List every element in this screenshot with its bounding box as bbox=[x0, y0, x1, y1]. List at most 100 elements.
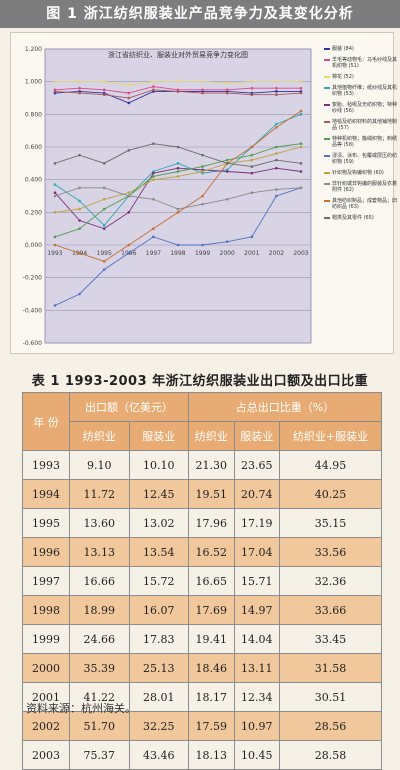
table-cell: 1998 bbox=[22, 595, 70, 625]
data-point bbox=[225, 91, 229, 95]
data-point bbox=[176, 90, 180, 93]
data-point bbox=[275, 145, 278, 149]
data-point bbox=[53, 162, 57, 165]
table-cell: 18.17 bbox=[188, 682, 235, 712]
data-point bbox=[250, 158, 254, 162]
data-point bbox=[299, 113, 303, 116]
legend-item: 其他纺织制品；成套物品；旧纺织品 (63) bbox=[324, 198, 398, 210]
table-cell: 35.15 bbox=[279, 508, 382, 538]
data-point bbox=[275, 90, 278, 93]
data-point bbox=[299, 142, 303, 146]
legend-label: 非针织或非钩编的服装及衣着附件 (62) bbox=[332, 181, 398, 193]
header-export-share: 占总出口比重（%） bbox=[188, 392, 382, 422]
y-tick-label: 0.600 bbox=[25, 144, 42, 151]
data-point bbox=[53, 243, 57, 247]
legend-label: 帽类及其零件 (65) bbox=[332, 215, 374, 221]
y-tick-label: 0.200 bbox=[25, 209, 42, 216]
y-tick-label: -0.600 bbox=[23, 340, 43, 347]
data-point bbox=[275, 158, 278, 162]
table-cell: 16.65 bbox=[188, 566, 235, 596]
table-cell: 1995 bbox=[22, 508, 70, 538]
data-point bbox=[78, 219, 81, 222]
data-point bbox=[102, 186, 106, 190]
table-cell: 2001 bbox=[22, 682, 70, 712]
data-point bbox=[102, 93, 106, 97]
sub-header: 纺织业 bbox=[188, 421, 235, 451]
legend-item: 地毯及纺织材料的其他铺地制品 (57) bbox=[324, 119, 398, 131]
legend-swatch bbox=[324, 104, 330, 106]
data-point bbox=[78, 292, 81, 296]
data-point bbox=[152, 142, 155, 146]
legend-item: 棉花 (52) bbox=[324, 74, 398, 80]
table-cell: 19.51 bbox=[188, 479, 235, 509]
table-row: 2001 41.22 28.01 18.17 12.34 30.51 bbox=[22, 682, 382, 712]
table-cell: 17.96 bbox=[188, 508, 235, 538]
legend-label: 针织物及钩编织物 (60) bbox=[332, 170, 384, 176]
data-point bbox=[102, 207, 106, 211]
data-point bbox=[176, 145, 180, 149]
table-cell: 21.30 bbox=[188, 450, 235, 480]
table-cell: 18.99 bbox=[69, 595, 130, 625]
table-row: 1993 9.10 10.10 21.30 23.65 44.95 bbox=[22, 450, 382, 480]
data-point bbox=[152, 88, 155, 92]
legend-item: 浸渍、涂布、包覆或层压的纺织物 (59) bbox=[324, 153, 398, 165]
data-point bbox=[275, 194, 278, 198]
data-point bbox=[225, 158, 229, 162]
legend-swatch bbox=[324, 76, 330, 78]
data-point bbox=[78, 186, 81, 190]
table-cell: 17.19 bbox=[233, 508, 281, 538]
data-point bbox=[225, 162, 229, 165]
legend-swatch bbox=[324, 155, 330, 157]
y-tick-label: 1.000 bbox=[25, 79, 42, 86]
table-cell: 1997 bbox=[22, 566, 70, 596]
data-point bbox=[299, 162, 303, 165]
data-point bbox=[152, 175, 155, 178]
data-point bbox=[201, 153, 204, 157]
table-title: 表 1 1993-2003 年浙江纺织服装业出口额及出口比重 bbox=[31, 374, 369, 389]
data-point bbox=[176, 166, 180, 170]
table-cell: 17.69 bbox=[188, 595, 235, 625]
data-point bbox=[275, 188, 278, 191]
table-cell: 2002 bbox=[22, 711, 70, 741]
data-point bbox=[275, 93, 278, 97]
table-cell: 17.83 bbox=[128, 624, 190, 654]
chart-legend: 服装 (84) 羊毛等动物毛：马毛纱线及其机织物 (51) 棉花 (52) 其他植物纤… bbox=[324, 46, 398, 226]
sub-header: 服装业 bbox=[128, 421, 190, 451]
x-tick-label: 2001 bbox=[244, 250, 259, 257]
x-tick-label: 1995 bbox=[97, 250, 112, 257]
legend-swatch bbox=[324, 121, 330, 123]
data-point bbox=[152, 227, 155, 230]
table-cell: 18.46 bbox=[188, 653, 235, 683]
data-point bbox=[152, 235, 155, 239]
data-point bbox=[78, 80, 81, 83]
table-cell: 11.72 bbox=[69, 479, 130, 509]
table-row: 1996 13.13 13.54 16.52 17.04 33.56 bbox=[22, 537, 382, 567]
table-cell: 18.13 bbox=[188, 740, 235, 770]
table-cell: 30.51 bbox=[279, 682, 382, 712]
data-point bbox=[201, 165, 204, 168]
y-tick-label: 0.400 bbox=[25, 177, 42, 184]
data-point bbox=[78, 91, 81, 95]
data-point bbox=[102, 268, 106, 271]
data-point bbox=[127, 148, 131, 152]
data-point bbox=[275, 166, 278, 170]
figure-title-bar bbox=[0, 0, 400, 28]
x-tick-label: 1998 bbox=[170, 250, 185, 257]
table-cell: 13.54 bbox=[128, 537, 190, 567]
data-point bbox=[250, 86, 254, 90]
y-tick-label: 0.000 bbox=[25, 242, 42, 249]
legend-swatch bbox=[324, 48, 330, 50]
table-cell: 15.72 bbox=[128, 566, 190, 596]
data-point bbox=[152, 85, 155, 88]
header-year: 年 份 bbox=[22, 392, 70, 451]
table-cell: 35.39 bbox=[69, 653, 130, 683]
data-point bbox=[127, 83, 131, 87]
data-point bbox=[127, 191, 131, 195]
legend-swatch bbox=[324, 59, 330, 61]
data-point bbox=[127, 96, 131, 100]
table-cell: 2003 bbox=[22, 740, 70, 770]
table-cell: 19.41 bbox=[188, 624, 235, 654]
table-cell: 24.66 bbox=[69, 624, 130, 654]
table-cell: 43.46 bbox=[128, 740, 190, 770]
data-point bbox=[127, 211, 131, 214]
